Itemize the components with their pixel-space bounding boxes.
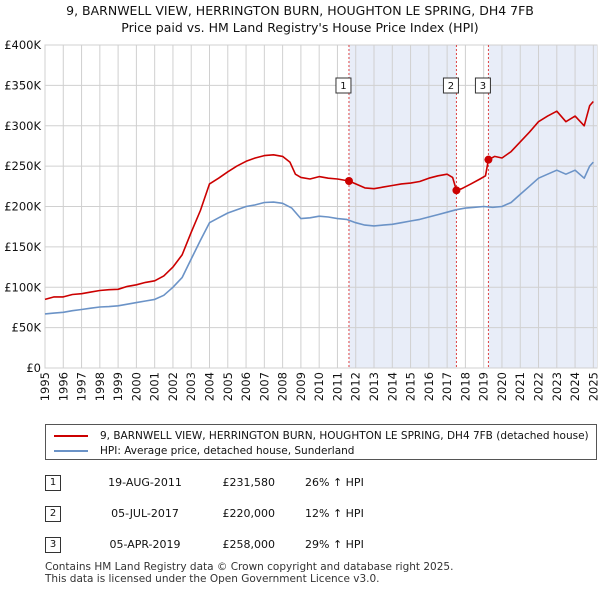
- x-tick-label: 1997: [75, 372, 89, 401]
- x-tick-label: 2021: [513, 372, 527, 401]
- legend-label-hpi: HPI: Average price, detached house, Sund…: [100, 445, 355, 457]
- marker-badge-2: [442, 77, 459, 94]
- x-tick-label: 2002: [166, 372, 180, 401]
- x-tick-label: 1995: [38, 372, 52, 401]
- sale-date: 05-JUL-2017: [111, 507, 179, 520]
- x-tick-label: 2009: [294, 372, 308, 401]
- x-tick-label: 2010: [312, 372, 326, 401]
- marker-badge-label-2: 2: [448, 81, 454, 92]
- x-tick-label: 2000: [129, 372, 143, 401]
- legend-entry-hpi: HPI: Average price, detached house, Sund…: [54, 443, 354, 459]
- y-tick-label: £250K: [4, 159, 41, 173]
- x-tick-label: 2025: [586, 372, 600, 401]
- sale-number-badge: 2: [45, 506, 61, 522]
- legend-entry-property: 9, BARNWELL VIEW, HERRINGTON BURN, HOUGH…: [54, 428, 589, 444]
- chart-subtitle: Price paid vs. HM Land Registry's House …: [121, 20, 479, 35]
- sale-date: 19-AUG-2011: [108, 476, 182, 489]
- x-tick-label: 2011: [330, 372, 344, 401]
- x-tick-label: 1998: [93, 372, 107, 401]
- chart-title: 9, BARNWELL VIEW, HERRINGTON BURN, HOUGH…: [66, 3, 534, 18]
- marker-badge-1: [335, 77, 352, 94]
- x-tick-labels: 1995 1996 1997 1998 1999 2000 2001 2002 2003 2004…: [38, 372, 600, 401]
- marker-badge-label-1: 1: [340, 81, 346, 92]
- y-tick-label: £150K: [4, 240, 41, 254]
- x-tick-label: 1996: [56, 372, 70, 401]
- x-tick-label: 2019: [477, 372, 491, 401]
- y-tick-label: £200K: [4, 200, 41, 214]
- x-tick-label: 2005: [221, 372, 235, 401]
- x-tick-label: 2024: [568, 372, 582, 401]
- x-tick-label: 2013: [367, 372, 381, 401]
- y-tick-label: £100K: [4, 280, 41, 294]
- y-tick-label: £0: [26, 361, 41, 375]
- y-tick-labels: £0 £50K £100K £150K £200K £250K £300K £350K £400…: [4, 38, 41, 375]
- x-tick-label: 2015: [404, 372, 418, 401]
- footer-license: This data is licensed under the Open Gov…: [45, 573, 380, 585]
- sales-row: 1 19-AUG-2011 £231,580 26% ↑ HPI: [45, 473, 445, 495]
- sale-hpi-diff: 29% ↑ HPI: [305, 538, 364, 551]
- y-tick-label: £400K: [4, 38, 41, 52]
- x-tick-label: 2017: [440, 372, 454, 401]
- legend-swatch-hpi: [54, 450, 88, 452]
- sales-row: 3 05-APR-2019 £258,000 29% ↑ HPI: [45, 535, 445, 557]
- sales-row: 2 05-JUL-2017 £220,000 12% ↑ HPI: [45, 504, 445, 526]
- marker-badges: 1 2 3: [335, 77, 491, 94]
- sale-hpi-diff: 26% ↑ HPI: [305, 476, 364, 489]
- price-chart: 1 2 3 £0 £50K £100K £150K £200K £250K £300K £350K…: [4, 38, 600, 401]
- series-lines: [44, 100, 594, 315]
- sale-date: 05-APR-2019: [109, 538, 181, 551]
- sale-price: £258,000: [222, 538, 276, 551]
- x-tick-label: 2018: [458, 372, 472, 401]
- x-tick-label: 1999: [111, 372, 125, 401]
- sale-number-badge: 3: [45, 537, 61, 553]
- hpi-line: [44, 161, 594, 315]
- legend-swatch-property: [54, 435, 88, 437]
- x-tick-label: 2003: [184, 372, 198, 401]
- sale-points: [344, 155, 493, 195]
- sale-number-badge: 1: [45, 475, 61, 491]
- marker-badge-3: [474, 77, 491, 94]
- sale-point-2: [452, 186, 461, 195]
- x-tick-label: 2006: [239, 372, 253, 401]
- x-tick-label: 2004: [203, 372, 217, 401]
- y-tick-label: £50K: [12, 321, 42, 335]
- x-tick-label: 2001: [148, 372, 162, 401]
- y-tick-label: £300K: [4, 119, 41, 133]
- legend-label-property: 9, BARNWELL VIEW, HERRINGTON BURN, HOUGH…: [100, 430, 589, 442]
- x-tick-label: 2016: [422, 372, 436, 401]
- sale-point-1: [344, 176, 353, 185]
- sale-point-3: [484, 155, 493, 164]
- grid-lines: [44, 44, 597, 369]
- y-tick-label: £350K: [4, 78, 41, 92]
- property-price-line: [44, 100, 594, 301]
- sale-price: £220,000: [222, 507, 276, 520]
- footer-copyright: Contains HM Land Registry data © Crown c…: [45, 561, 454, 573]
- x-tick-label: 2022: [532, 372, 546, 401]
- x-tick-label: 2014: [385, 372, 399, 401]
- marker-badge-label-3: 3: [480, 81, 486, 92]
- x-tick-label: 2023: [550, 372, 564, 401]
- x-tick-label: 2020: [495, 372, 509, 401]
- x-tick-label: 2007: [257, 372, 271, 401]
- sale-price: £231,580: [222, 476, 276, 489]
- x-tick-label: 2008: [276, 372, 290, 401]
- chart-legend: 9, BARNWELL VIEW, HERRINGTON BURN, HOUGH…: [45, 424, 597, 460]
- sale-hpi-diff: 12% ↑ HPI: [305, 507, 364, 520]
- x-tick-label: 2012: [349, 372, 363, 401]
